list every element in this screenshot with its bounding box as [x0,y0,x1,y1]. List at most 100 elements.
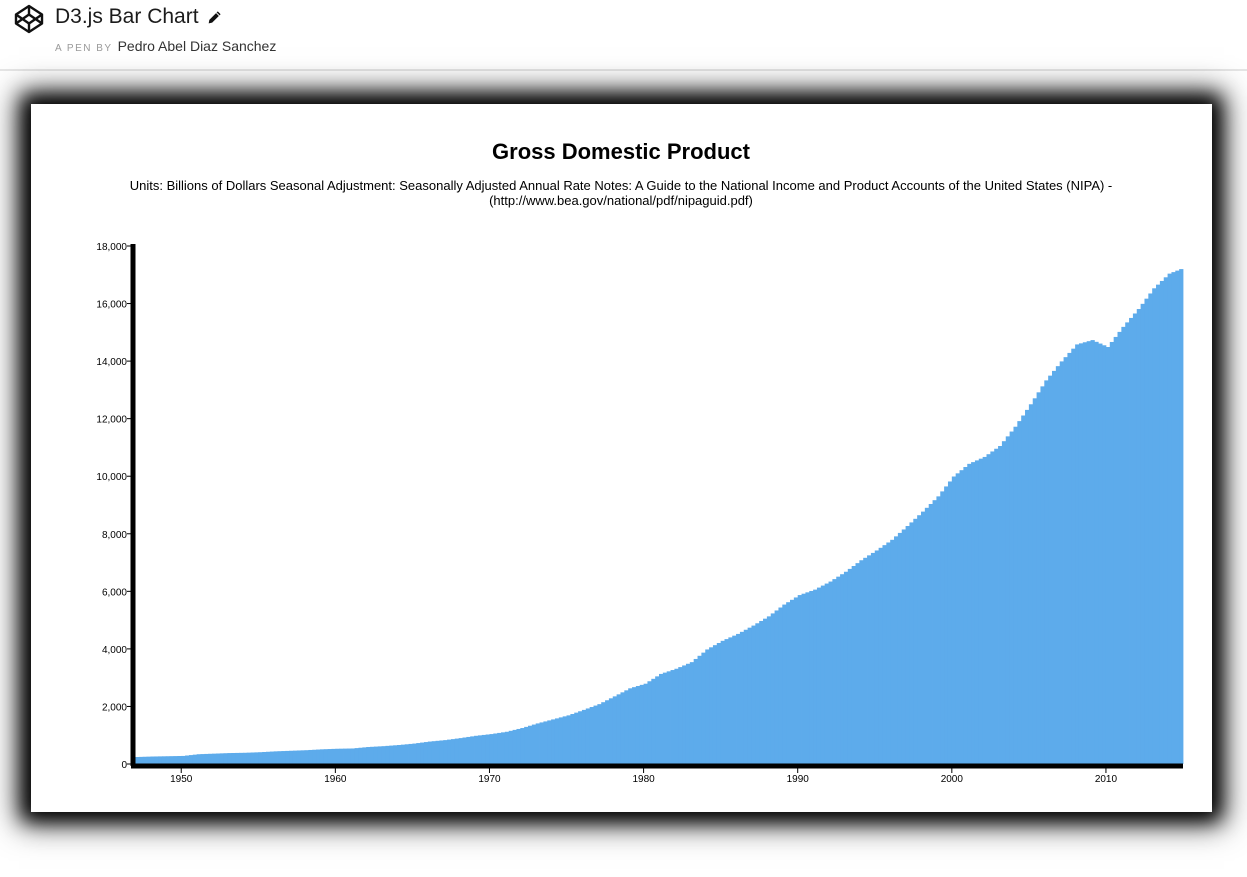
bar[interactable] [701,652,706,764]
bar[interactable] [1152,288,1157,764]
bar[interactable] [828,581,833,764]
bar[interactable] [712,645,718,764]
bar[interactable] [188,755,194,764]
bar[interactable] [462,737,467,764]
bar[interactable] [547,720,552,764]
bar[interactable] [947,481,953,764]
bar[interactable] [605,700,610,764]
bar[interactable] [1075,344,1080,764]
bar[interactable] [651,678,656,764]
bar[interactable] [951,476,957,764]
bar[interactable] [886,542,891,764]
bar[interactable] [1052,370,1057,764]
bar[interactable] [373,746,379,764]
bar[interactable] [489,734,494,764]
bar[interactable] [662,672,668,764]
bar[interactable] [778,607,783,764]
bar[interactable] [1021,415,1026,765]
bar[interactable] [346,748,352,764]
bar[interactable] [878,547,883,764]
bar[interactable] [1017,421,1022,764]
bar[interactable] [647,681,652,764]
bar[interactable] [678,667,683,764]
bar[interactable] [921,511,926,764]
bar[interactable] [990,451,995,764]
bar[interactable] [863,557,868,764]
bar[interactable] [747,627,752,764]
bar[interactable] [292,750,298,764]
bar[interactable] [231,752,236,764]
bar[interactable] [805,592,810,764]
bar[interactable] [262,751,267,764]
author-link[interactable]: Pedro Abel Diaz Sanchez [117,38,277,54]
bar[interactable] [813,589,818,764]
bar[interactable] [1086,341,1091,764]
bar[interactable] [1136,309,1142,764]
bar[interactable] [158,756,163,764]
pencil-icon[interactable] [207,10,222,25]
bar[interactable] [296,750,302,764]
bar[interactable] [339,748,344,764]
bar[interactable] [974,460,980,764]
bar[interactable] [539,722,544,764]
bar[interactable] [1098,343,1103,764]
bar[interactable] [608,698,614,764]
bar[interactable] [867,555,872,764]
bar[interactable] [840,574,845,764]
bar[interactable] [736,633,741,764]
bar[interactable] [173,756,178,764]
bar[interactable] [196,754,201,764]
bar[interactable] [250,752,255,764]
bar[interactable] [1175,270,1180,764]
bar[interactable] [959,470,964,764]
bar[interactable] [882,545,887,764]
bar[interactable] [643,683,648,764]
bar[interactable] [578,711,583,764]
bar[interactable] [335,748,340,764]
bar[interactable] [535,723,540,764]
bar[interactable] [836,576,841,764]
bar[interactable] [308,749,313,764]
bar[interactable] [697,655,702,764]
bar[interactable] [716,642,722,764]
bar[interactable] [1078,343,1084,764]
bar[interactable] [632,687,637,764]
bar[interactable] [870,552,876,764]
bar[interactable] [585,708,591,764]
bar[interactable] [693,658,698,764]
bar[interactable] [242,752,248,764]
bar[interactable] [1055,366,1061,764]
bar[interactable] [512,729,517,764]
bar[interactable] [400,744,406,764]
bar[interactable] [150,756,155,764]
bar[interactable] [832,579,837,764]
bar[interactable] [1148,293,1153,764]
bar[interactable] [300,750,305,764]
bar[interactable] [277,751,282,764]
bar[interactable] [454,738,460,764]
bar[interactable] [397,745,402,764]
bar[interactable] [431,741,436,764]
bar[interactable] [385,745,390,764]
bar[interactable] [851,566,856,764]
bar[interactable] [628,688,633,764]
bar[interactable] [620,692,625,764]
bar[interactable] [1094,341,1099,764]
bar[interactable] [304,750,309,764]
bar[interactable] [1067,352,1072,764]
bar[interactable] [169,756,174,764]
bar[interactable] [971,462,976,764]
bar[interactable] [551,719,556,764]
bar[interactable] [581,709,587,764]
bar[interactable] [443,740,448,764]
bar[interactable] [1040,386,1045,764]
bar[interactable] [161,756,167,764]
bar[interactable] [874,550,880,764]
bar[interactable] [940,491,945,764]
bar[interactable] [1102,345,1107,764]
bar[interactable] [485,734,490,765]
bar[interactable] [824,583,829,764]
bar[interactable] [570,714,575,764]
bar[interactable] [574,712,579,764]
bar[interactable] [732,635,737,764]
